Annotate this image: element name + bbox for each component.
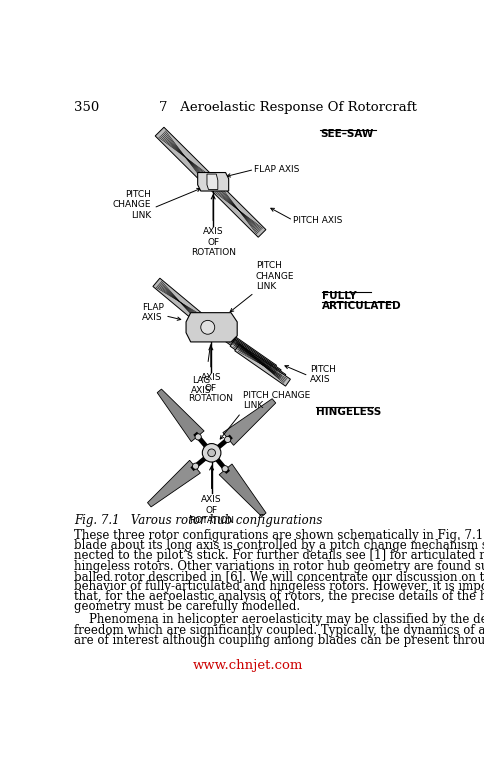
Polygon shape <box>226 335 281 377</box>
Circle shape <box>222 465 228 472</box>
Text: are of interest although coupling among blades can be present through the elasti: are of interest although coupling among … <box>75 634 484 647</box>
Text: AXIS
OF
ROTATION: AXIS OF ROTATION <box>188 374 233 403</box>
Polygon shape <box>207 174 218 189</box>
Text: ARTICULATED: ARTICULATED <box>322 301 402 311</box>
Polygon shape <box>221 330 276 372</box>
Text: behavior of fully-articulated and hingeless rotors. However, it is important to : behavior of fully-articulated and hingel… <box>75 580 484 593</box>
Text: FLAP
AXIS: FLAP AXIS <box>142 303 164 322</box>
Text: blade about its long axis is controlled by a pitch change mechanism suitably con: blade about its long axis is controlled … <box>75 539 484 552</box>
Polygon shape <box>212 183 266 238</box>
Text: geometry must be carefully modelled.: geometry must be carefully modelled. <box>75 601 301 613</box>
Text: Phenomena in helicopter aeroelasticity may be classified by the degrees-of-: Phenomena in helicopter aeroelasticity m… <box>75 613 484 626</box>
Text: balled rotor described in [6]. We will concentrate our discussion on the aeroela: balled rotor described in [6]. We will c… <box>75 570 484 583</box>
Polygon shape <box>235 344 290 386</box>
Polygon shape <box>197 173 228 191</box>
Text: Fig. 7.1   Varous rotor hub configurations: Fig. 7.1 Varous rotor hub configurations <box>75 513 323 526</box>
Circle shape <box>195 434 201 440</box>
Text: PITCH AXIS: PITCH AXIS <box>293 215 342 225</box>
Polygon shape <box>219 464 266 516</box>
Text: nected to the pilot’s stick. For further details see [1] for articulated rotors : nected to the pilot’s stick. For further… <box>75 549 484 562</box>
Circle shape <box>201 320 215 334</box>
Polygon shape <box>186 312 237 342</box>
Circle shape <box>225 436 231 442</box>
Text: 7   Aeroelastic Response Of Rotorcraft: 7 Aeroelastic Response Of Rotorcraft <box>159 101 417 114</box>
Text: 350: 350 <box>75 101 100 114</box>
Text: hingeless rotors. Other variations in rotor hub geometry are found such as the g: hingeless rotors. Other variations in ro… <box>75 559 484 572</box>
Text: AXIS
OF
ROTATION: AXIS OF ROTATION <box>189 495 234 525</box>
Text: that, for the aeroelastic analysis of rotors, the precise details of the hub and: that, for the aeroelastic analysis of ro… <box>75 590 484 603</box>
Text: SEE–SAW: SEE–SAW <box>320 129 374 139</box>
Text: FLAP AXIS: FLAP AXIS <box>254 165 300 174</box>
Circle shape <box>202 444 221 462</box>
Circle shape <box>208 449 215 457</box>
Text: freedom which are significantly coupled. Typically, the dynamics of a single bla: freedom which are significantly coupled.… <box>75 623 484 636</box>
Circle shape <box>193 463 199 469</box>
Text: PITCH
AXIS: PITCH AXIS <box>310 364 336 384</box>
Text: These three rotor configurations are shown schematically in Fig. 7.1. Rotation o: These three rotor configurations are sho… <box>75 529 484 542</box>
Text: PITCH CHANGE
LINK: PITCH CHANGE LINK <box>242 391 310 410</box>
Polygon shape <box>230 339 286 381</box>
Polygon shape <box>155 128 216 188</box>
Text: HINGELESS: HINGELESS <box>316 406 381 416</box>
Text: www.chnjet.com: www.chnjet.com <box>193 659 303 672</box>
Polygon shape <box>157 389 204 442</box>
Polygon shape <box>148 460 200 507</box>
Text: LAG
AXIS: LAG AXIS <box>191 376 212 395</box>
Polygon shape <box>223 399 276 445</box>
Text: AXIS
OF
ROTATION: AXIS OF ROTATION <box>191 227 236 257</box>
Text: PITCH
CHANGE
LINK: PITCH CHANGE LINK <box>256 261 294 291</box>
Text: FULLY: FULLY <box>322 291 357 301</box>
Text: PITCH
CHANGE
LINK: PITCH CHANGE LINK <box>113 190 151 220</box>
Polygon shape <box>153 278 207 326</box>
